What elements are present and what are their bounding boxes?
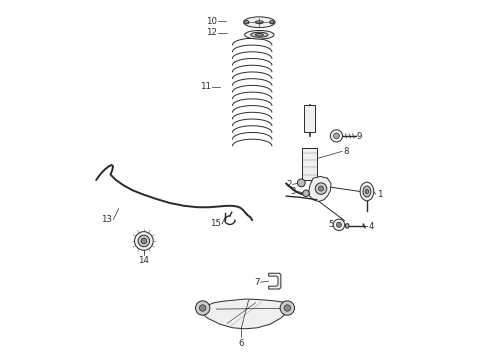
Circle shape	[138, 235, 149, 247]
Circle shape	[135, 231, 153, 250]
Text: 9: 9	[356, 132, 362, 141]
Text: 12: 12	[206, 28, 217, 37]
Text: 7: 7	[254, 278, 259, 287]
Circle shape	[141, 238, 147, 244]
Text: 15: 15	[210, 219, 220, 228]
Text: 3: 3	[291, 187, 296, 196]
Ellipse shape	[365, 189, 368, 194]
Ellipse shape	[245, 21, 249, 24]
Ellipse shape	[251, 32, 268, 37]
Circle shape	[330, 130, 343, 142]
Ellipse shape	[360, 182, 374, 201]
Ellipse shape	[244, 17, 275, 28]
Circle shape	[280, 301, 294, 315]
Text: 2: 2	[286, 180, 292, 189]
Text: 5: 5	[328, 220, 334, 229]
Ellipse shape	[245, 31, 274, 39]
Circle shape	[284, 305, 291, 311]
Circle shape	[318, 186, 323, 191]
Text: 10: 10	[206, 17, 217, 26]
Ellipse shape	[363, 186, 371, 197]
Ellipse shape	[255, 21, 263, 24]
Text: 4: 4	[368, 222, 374, 231]
Circle shape	[303, 190, 309, 197]
Circle shape	[334, 133, 339, 139]
FancyBboxPatch shape	[304, 105, 315, 132]
Ellipse shape	[270, 21, 274, 24]
Circle shape	[196, 301, 210, 315]
Circle shape	[337, 222, 342, 227]
FancyBboxPatch shape	[302, 148, 318, 180]
Ellipse shape	[255, 33, 263, 36]
Text: 6: 6	[239, 338, 244, 347]
Circle shape	[333, 219, 344, 230]
Circle shape	[297, 179, 305, 187]
Circle shape	[315, 183, 327, 194]
Text: 11: 11	[199, 82, 211, 91]
Polygon shape	[269, 273, 281, 289]
Circle shape	[199, 305, 206, 311]
Text: 13: 13	[100, 215, 112, 224]
Text: 14: 14	[138, 256, 149, 265]
Polygon shape	[309, 176, 331, 202]
Text: 8: 8	[343, 147, 349, 156]
Ellipse shape	[345, 224, 349, 228]
Text: 1: 1	[377, 190, 383, 199]
Polygon shape	[198, 299, 290, 329]
